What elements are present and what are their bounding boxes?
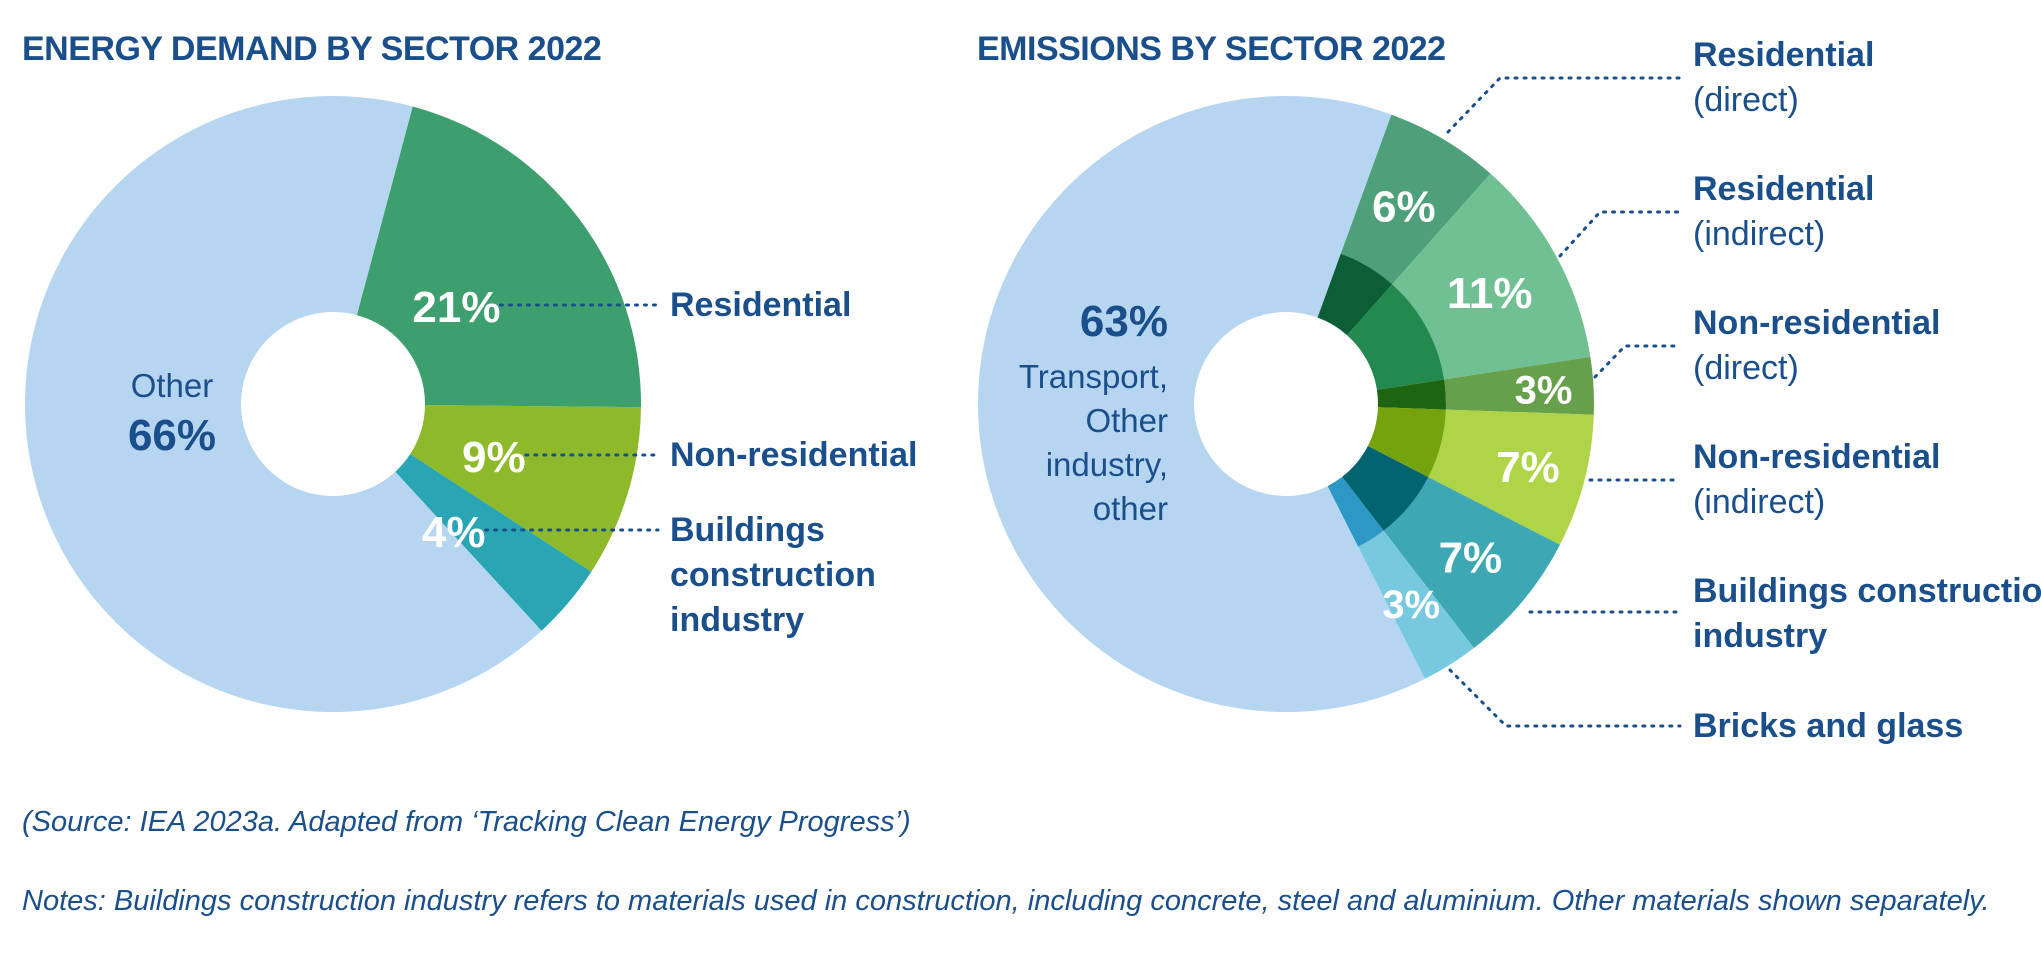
value-label-residential-indirect: 11% (1447, 269, 1533, 318)
other-value-label: 66% (128, 411, 216, 460)
energy-demand-chart-title: ENERGY DEMAND BY SECTOR 2022 (22, 30, 602, 68)
slice-outer-non-residential-indirect (1428, 409, 1594, 545)
slice-inner-buildings-construction-industry (1342, 446, 1429, 531)
legend-label-buildings-construction-industry: industry (670, 601, 804, 639)
transport-value-label: 63% (1080, 297, 1168, 346)
value-label-non-residential-direct: 3% (1515, 369, 1573, 413)
value-label-residential: 21% (412, 283, 500, 332)
legend-label-non-residential-direct: (direct) (1693, 349, 1799, 387)
legend-label-residential-indirect: Residential (1693, 170, 1874, 208)
slice-inner-residential-direct (1317, 253, 1393, 336)
legend-label-buildings-construction-industry: construction (670, 556, 876, 594)
other-label: Other (131, 367, 214, 404)
legend-label-non-residential-direct: Non-residential (1693, 304, 1940, 342)
emissions-chart-title: EMISSIONS BY SECTOR 2022 (977, 30, 1446, 68)
legend-label-residential-direct: Residential (1693, 36, 1874, 74)
legend-label-buildings-construction-industry: industry (1693, 617, 1827, 655)
slice-residential (356, 106, 641, 408)
slice-other (24, 95, 542, 712)
slice-inner-non-residential-direct (1376, 379, 1447, 410)
value-label-buildings-construction-industry: 7% (1439, 534, 1503, 583)
legend-label-non-residential-indirect: (indirect) (1693, 483, 1825, 521)
slice-transport-other-industry-other (978, 96, 1425, 712)
value-label-buildings-construction-industry: 4% (422, 508, 486, 557)
slice-outer-residential-indirect (1392, 173, 1591, 380)
leader-residential-indirect (1558, 210, 1682, 258)
slice-inner-residential-indirect (1347, 284, 1445, 390)
legend-label-bricks-and-glass: Bricks and glass (1693, 707, 1963, 745)
legend-label-non-residential-indirect: Non-residential (1693, 438, 1940, 476)
transport-label: other (1093, 490, 1168, 527)
value-label-non-residential: 9% (462, 433, 526, 482)
slice-buildings-construction-industry (395, 454, 592, 631)
slice-inner-non-residential-indirect (1367, 407, 1446, 478)
slice-outer-residential-direct (1340, 114, 1491, 285)
source-note: (Source: IEA 2023a. Adapted from ‘Tracki… (22, 806, 911, 838)
leader-bricks-and-glass (1448, 668, 1682, 728)
transport-label: Other (1085, 402, 1168, 439)
leader-non-residential-direct (1593, 344, 1682, 379)
legend-label-residential: Residential (670, 286, 851, 324)
transport-label: Transport, (1019, 358, 1168, 395)
value-label-residential-direct: 6% (1372, 182, 1436, 231)
slice-inner-bricks-and-glass (1327, 476, 1384, 547)
value-label-bricks-and-glass: 3% (1382, 583, 1440, 627)
slice-outer-bricks-and-glass (1358, 530, 1474, 679)
leader-residential-direct (1446, 76, 1682, 134)
notes-text: Notes: Buildings construction industry r… (22, 885, 1990, 917)
donut-charts: 21% Residential 9% Non-residential 4% Buildin… (24, 36, 2041, 745)
slice-outer-buildings-construction-industry (1383, 477, 1560, 649)
donut-hole (242, 313, 424, 495)
legend-label-buildings-construction-industry: Buildings construction (1693, 572, 2041, 610)
legend-label-residential-direct: (direct) (1693, 81, 1799, 119)
slice-outer-non-residential-direct (1444, 356, 1594, 415)
value-label-non-residential-indirect: 7% (1496, 443, 1560, 492)
legend-label-buildings-construction-industry: Buildings (670, 511, 825, 549)
legend-label-residential-indirect: (indirect) (1693, 215, 1825, 253)
transport-label: industry, (1046, 446, 1168, 483)
legend-label-non-residential: Non-residential (670, 436, 917, 474)
donut-hole (1195, 313, 1377, 495)
